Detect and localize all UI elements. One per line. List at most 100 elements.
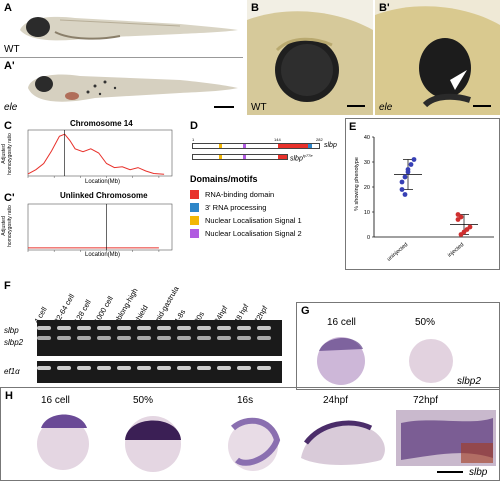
panel-a-prime: A' ele (0, 58, 243, 115)
gel-band (97, 336, 111, 340)
legend: RNA-binding domain 3' RNA processing Nuc… (190, 188, 302, 240)
gel-band (237, 366, 251, 370)
gene-slbp2-label: slbp2 (457, 376, 481, 387)
panel-g: G 16 cell 50% slbp2 (296, 302, 500, 390)
chart-e-plot: 0 10 20 30 40 uninjected injected (364, 135, 494, 263)
gel-band (237, 336, 251, 340)
data-point (467, 224, 473, 230)
gel-band (77, 336, 91, 340)
stage-label: 16 cell (327, 317, 356, 328)
wt-genotype-label: WT (4, 44, 20, 55)
panel-c-label: C (4, 120, 12, 132)
scale-bar (473, 105, 491, 107)
gel-row-slbp: slbp (4, 326, 19, 335)
gel-band (217, 326, 231, 330)
stage-label: 72hpf (413, 395, 439, 406)
gel-band (197, 326, 211, 330)
series-line (27, 133, 165, 175)
gel-band (157, 326, 171, 330)
legend-item: RNA-binding domain (190, 188, 302, 201)
chart-c2-plot (27, 203, 173, 252)
ele-head-label: ele (379, 102, 393, 113)
panel-e: E 0 10 20 30 40 uninjected injected % showing … (345, 118, 500, 270)
data-point (408, 162, 414, 167)
gel-row-ef1a: ef1α (4, 367, 20, 376)
gel-band (97, 366, 111, 370)
gel-band (177, 366, 191, 370)
panel-c-prime: C' Unlinked Chromosome Adjusted homozygo… (0, 190, 178, 262)
stage-label: 16s (237, 395, 254, 406)
stage-label: 50% (415, 317, 436, 328)
chart-c-ylabel: Adjusted homozygosity ratio (1, 133, 13, 175)
chart-c-title: Chromosome 14 (70, 119, 133, 128)
panel-b: B WT (247, 0, 373, 115)
gel-band (217, 366, 231, 370)
legend-text: 3' RNA processing (205, 203, 267, 212)
gel-band (157, 336, 171, 340)
panel-h-label: H (5, 390, 13, 402)
legend-text: Nuclear Localisation Signal 2 (205, 229, 302, 238)
wt-head-label: WT (251, 102, 267, 113)
head-wt-image (247, 0, 373, 115)
gel-band (257, 366, 271, 370)
legend-item: 3' RNA processing (190, 201, 302, 214)
scale-bar (437, 471, 463, 473)
panel-c-prime-label: C' (4, 192, 15, 204)
plot-frame (27, 203, 173, 251)
chart-c-plot (27, 129, 173, 178)
panel-d: D 1 144 282 slbp slbpty77e Domains/motif… (190, 118, 340, 243)
legend-text: RNA-binding domain (205, 190, 275, 199)
legend-title: Domains/motifs (190, 174, 258, 184)
chart-e-ylabel: % showing phenotype (353, 157, 360, 211)
chart-c2-title: Unlinked Chromosome (60, 191, 148, 200)
scale-bar (214, 106, 234, 108)
data-point (458, 232, 464, 237)
gel-band (257, 336, 271, 340)
panel-f-label: F (4, 280, 11, 292)
gel-band (137, 366, 151, 370)
legend-swatch (190, 203, 199, 212)
legend-text: Nuclear Localisation Signal 1 (205, 216, 302, 225)
scale-bar (347, 105, 365, 107)
gel-band (137, 326, 151, 330)
panel-g-label: G (301, 305, 310, 317)
panel-h: H 16 cell 50% 16s 24hpf 72hpf slbp (0, 387, 500, 481)
slbp-mutant-protein-bar (192, 154, 288, 160)
panel-a: A WT (0, 0, 243, 57)
panel-c: C Chromosome 14 Adjusted homozygosity ra… (0, 118, 178, 188)
data-point (399, 179, 405, 185)
panel-a-label: A (4, 2, 12, 14)
panel-b-prime: B' ele (375, 0, 500, 115)
ele-genotype-label: ele (4, 102, 18, 113)
legend-item: Nuclear Localisation Signal 1 (190, 214, 302, 227)
panel-b-label: B (251, 2, 259, 14)
data-point (411, 157, 417, 162)
legend-swatch (190, 216, 199, 225)
data-point (405, 169, 411, 175)
pos-start: 1 (192, 137, 195, 142)
gel-band (177, 326, 191, 330)
data-point (455, 212, 461, 217)
gel-band (117, 326, 131, 330)
data-point (402, 174, 408, 180)
gel-band (137, 336, 151, 340)
chart-c2-xlabel: Location(Mb) (85, 252, 121, 258)
legend-swatch (190, 229, 199, 238)
y-tick-label: 0 (367, 235, 370, 241)
gel-band (237, 326, 251, 330)
gel-band (257, 326, 271, 330)
x-category-label: injected (447, 242, 465, 259)
panel-d-label: D (190, 120, 198, 132)
panel-e-label: E (349, 121, 357, 133)
gene-slbp-label: slbp (469, 467, 488, 478)
legend-item: Nuclear Localisation Signal 2 (190, 227, 302, 240)
stage-label: 24hpf (323, 395, 349, 406)
gene-slbp-label: slbp (324, 142, 337, 149)
gel-band (77, 326, 91, 330)
embryo-images (37, 410, 496, 472)
gel-bottom (37, 361, 282, 383)
y-tick-label: 20 (364, 185, 370, 191)
gel-band (197, 366, 211, 370)
y-tick-label: 40 (364, 135, 370, 141)
y-tick-label: 30 (364, 160, 370, 166)
